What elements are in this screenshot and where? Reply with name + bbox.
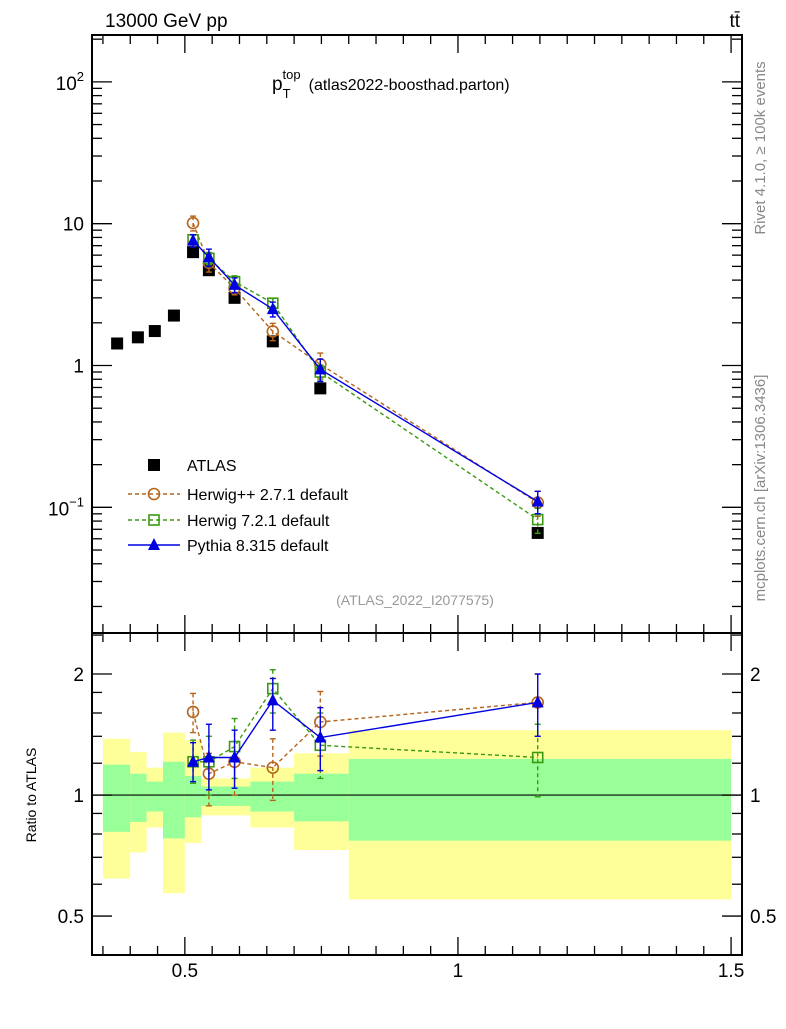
data-point-marker: [531, 494, 544, 507]
energy-label: 13000 GeV pp: [105, 11, 228, 32]
data-point-marker: [266, 761, 280, 774]
series-line: [192, 240, 539, 503]
data-point-marker: [186, 705, 200, 719]
band-inner: [102, 764, 131, 832]
ratio-frame: [91, 632, 743, 956]
data-point-marker: [167, 309, 180, 322]
rivet-label: Rivet 4.1.0, ≥ 100k events: [752, 61, 769, 234]
x-tick-label: 1: [453, 961, 464, 982]
data-point-marker: [266, 302, 279, 315]
data-point-marker: [314, 730, 327, 743]
title-rest: (atlas2022-boosthad.parton): [309, 77, 510, 94]
x-tick-label: 1.5: [718, 961, 744, 982]
data-point-marker: [531, 513, 544, 526]
y-tick-exp: −1: [69, 494, 84, 509]
data-point-marker: [314, 362, 327, 375]
ratio-y-tick-label-right: 1: [750, 786, 761, 807]
data-point-marker: [314, 382, 327, 395]
data-point-marker: [187, 754, 200, 767]
ratio-ylabel: Ratio to ATLAS: [23, 748, 39, 843]
legend-label: Pythia 8.315 default: [187, 538, 329, 555]
plot-title: pTtop (atlas2022-boosthad.parton): [272, 67, 510, 101]
ratio-y-tick-label: 2: [73, 665, 84, 686]
legend-label: ATLAS: [187, 458, 237, 475]
mcplots-label: mcplots.cern.ch [arXiv:1306.3436]: [752, 375, 769, 602]
legend-label: Herwig 7.2.1 default: [187, 513, 330, 530]
title-p: p: [272, 74, 283, 95]
ratio-y-tick-label: 1: [73, 786, 84, 807]
band-inner: [184, 776, 202, 818]
analysis-label: (ATLAS_2022_I2077575): [336, 592, 494, 608]
y-tick-base: 10: [48, 499, 69, 520]
data-point-marker: [147, 487, 161, 501]
data-point-marker: [186, 216, 200, 230]
data-point-marker: [111, 337, 124, 350]
data-point-marker: [202, 750, 215, 763]
data-point-marker: [228, 277, 241, 290]
series-pythia: [187, 233, 544, 515]
main-plot: [111, 215, 545, 539]
y-tick-base: 10: [56, 74, 77, 95]
ratio-plot: [186, 669, 545, 807]
y-tick-label: 10: [63, 215, 84, 236]
band-inner: [130, 773, 147, 822]
title-sub: T: [283, 86, 291, 101]
legend: ATLAS Herwig++ 2.7.1 default Herwig 7.2.1 …: [128, 458, 349, 555]
title-sup: top: [283, 67, 301, 82]
y-tick-label: 1: [73, 357, 84, 378]
legend-item-atlas: ATLAS: [148, 458, 237, 475]
series-line: [192, 239, 539, 521]
y-tick-label: 102: [56, 69, 84, 95]
data-point-marker: [148, 459, 160, 471]
y-tick-exp: 2: [77, 69, 84, 84]
ratio-series-pythia: [187, 673, 544, 791]
data-point-marker: [531, 751, 544, 764]
data-point-marker: [228, 750, 241, 763]
band-inner: [201, 786, 251, 806]
x-tick-label: 0.5: [172, 961, 198, 982]
data-point-marker: [531, 695, 544, 708]
legend-item-herwigpp: Herwig++ 2.7.1 default: [128, 487, 349, 504]
ratio-y-tick-label: 0.5: [58, 907, 84, 928]
series-line: [192, 222, 539, 504]
data-point-marker: [266, 693, 279, 706]
band-inner: [146, 781, 164, 812]
ratio-line: [193, 687, 538, 763]
series-herwigpp: [186, 215, 545, 518]
ratio-line: [192, 701, 538, 775]
data-point-marker: [148, 538, 160, 550]
ratio-y-tick-label-right: 0.5: [750, 907, 776, 928]
ratio-bands: [92, 730, 742, 900]
data-point-marker: [202, 250, 215, 263]
legend-item-herwig7: Herwig 7.2.1 default: [128, 513, 330, 530]
band-inner: [163, 761, 185, 839]
process-label: tt̄: [729, 11, 740, 32]
data-point-marker: [148, 514, 160, 526]
legend-item-pythia: Pythia 8.315 default: [128, 538, 329, 555]
data-point-marker: [187, 246, 200, 259]
data-point-marker: [148, 325, 161, 338]
ratio-y-tick-label-right: 2: [750, 665, 761, 686]
data-point-marker: [131, 331, 144, 344]
y-tick-label: 10−1: [48, 494, 84, 520]
band-inner: [348, 758, 732, 841]
data-point-marker: [266, 325, 280, 338]
band-inner: [294, 773, 349, 822]
legend-label: Herwig++ 2.7.1 default: [187, 487, 349, 504]
data-point-marker: [187, 233, 200, 246]
